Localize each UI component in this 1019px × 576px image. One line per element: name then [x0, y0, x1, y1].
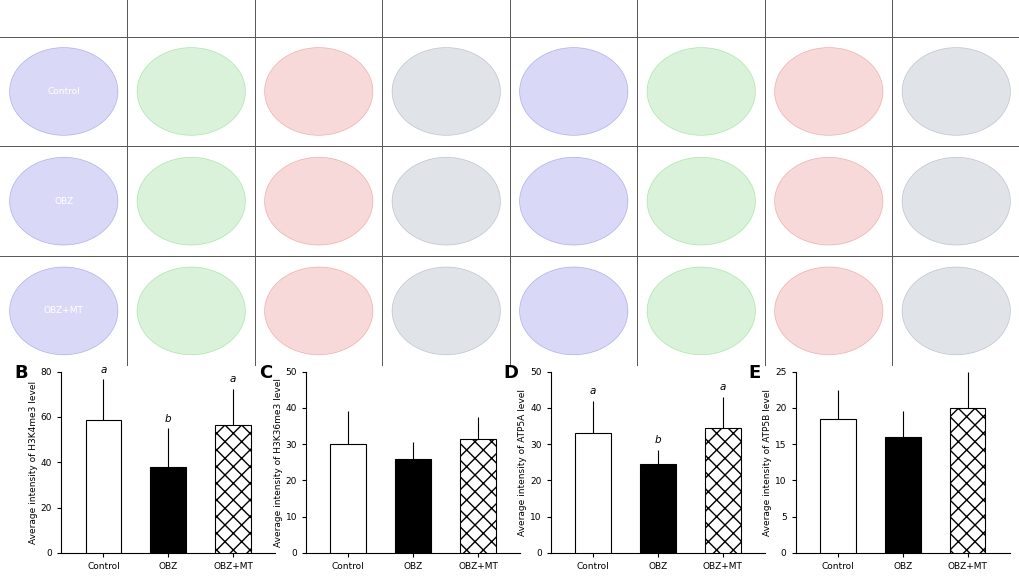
- Bar: [575, 433, 610, 553]
- Bar: [86, 420, 121, 553]
- Ellipse shape: [264, 157, 373, 245]
- Y-axis label: Average intensity of H3K36me3 level: Average intensity of H3K36me3 level: [273, 378, 282, 547]
- Ellipse shape: [901, 157, 1010, 245]
- Text: a: a: [100, 365, 106, 375]
- Bar: [640, 464, 675, 553]
- Ellipse shape: [519, 48, 628, 135]
- Bar: [215, 425, 251, 553]
- Bar: [395, 458, 431, 553]
- Ellipse shape: [391, 267, 500, 355]
- Text: ATP5A: ATP5A: [305, 14, 332, 23]
- Ellipse shape: [9, 157, 118, 245]
- Ellipse shape: [646, 157, 755, 245]
- Text: Merge: Merge: [942, 14, 969, 23]
- Bar: [819, 419, 855, 553]
- Y-axis label: Average intensity of ATP5A level: Average intensity of ATP5A level: [518, 389, 527, 536]
- Text: DAPI: DAPI: [53, 14, 74, 23]
- Y-axis label: Average intensity of H3K4me3 level: Average intensity of H3K4me3 level: [29, 381, 38, 544]
- Ellipse shape: [519, 267, 628, 355]
- Ellipse shape: [264, 267, 373, 355]
- Ellipse shape: [137, 267, 246, 355]
- Bar: [883, 437, 919, 553]
- Text: ATP5B: ATP5B: [814, 14, 842, 23]
- Bar: [460, 439, 495, 553]
- Text: b: b: [654, 435, 660, 445]
- Ellipse shape: [901, 48, 1010, 135]
- Text: H3K36me3: H3K36me3: [676, 14, 726, 23]
- Text: b: b: [165, 414, 171, 424]
- Bar: [704, 428, 740, 553]
- Bar: [151, 467, 186, 553]
- Text: C: C: [259, 364, 272, 382]
- Text: D: D: [503, 364, 519, 382]
- Text: OBZ+MT: OBZ+MT: [44, 306, 84, 316]
- Ellipse shape: [901, 267, 1010, 355]
- Ellipse shape: [773, 48, 882, 135]
- Ellipse shape: [646, 48, 755, 135]
- Text: a: a: [589, 386, 595, 396]
- Ellipse shape: [773, 157, 882, 245]
- Bar: [949, 408, 984, 553]
- Text: OBZ: OBZ: [54, 196, 73, 206]
- Ellipse shape: [773, 267, 882, 355]
- Ellipse shape: [137, 157, 246, 245]
- Text: H3K4me3: H3K4me3: [169, 14, 213, 23]
- Ellipse shape: [9, 48, 118, 135]
- Text: a: a: [719, 382, 726, 392]
- Text: B: B: [14, 364, 28, 382]
- Text: A: A: [5, 6, 19, 24]
- Text: E: E: [748, 364, 760, 382]
- Text: DAPI: DAPI: [562, 14, 584, 23]
- Text: a: a: [230, 374, 236, 384]
- Ellipse shape: [391, 157, 500, 245]
- Text: Merge: Merge: [432, 14, 460, 23]
- Ellipse shape: [137, 48, 246, 135]
- Ellipse shape: [391, 48, 500, 135]
- Bar: [330, 444, 366, 553]
- Y-axis label: Average intensity of ATP5B level: Average intensity of ATP5B level: [762, 389, 771, 536]
- Ellipse shape: [519, 157, 628, 245]
- Ellipse shape: [646, 267, 755, 355]
- Ellipse shape: [9, 267, 118, 355]
- Ellipse shape: [264, 48, 373, 135]
- Text: Control: Control: [47, 87, 81, 96]
